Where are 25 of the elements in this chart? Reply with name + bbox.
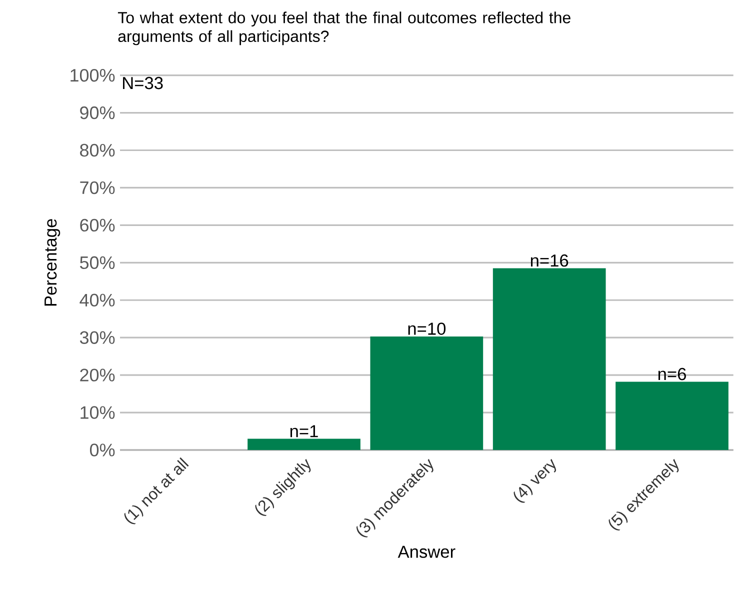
- bar: [370, 336, 484, 450]
- chart-title: To what extent do you feel that the final outcomes reflected the arguments of all participants?: [118, 12, 570, 46]
- x-tick-label: (4) very: [514, 458, 556, 503]
- bar: [616, 382, 728, 450]
- annotation: N=33: [123, 76, 163, 90]
- y-tick-label: 50%: [80, 256, 115, 270]
- annotation: n=1: [290, 425, 318, 438]
- annotation: n=6: [658, 368, 686, 380]
- y-tick-label: 0%: [90, 444, 115, 456]
- y-tick-label: 90%: [80, 106, 115, 120]
- annotation: n=10: [408, 322, 446, 335]
- y-tick-label: 10%: [80, 406, 115, 419]
- y-tick-label: 60%: [80, 218, 115, 232]
- annotation: n=16: [530, 254, 568, 267]
- y-tick-label: 70%: [80, 181, 115, 194]
- x-axis-title: Answer: [398, 546, 456, 558]
- bar: [492, 268, 606, 450]
- bar: [248, 438, 360, 450]
- y-tick-label: 30%: [80, 331, 115, 344]
- y-axis-title: Percentage: [44, 219, 60, 306]
- y-tick-label: 80%: [80, 144, 115, 157]
- y-tick-label: 100%: [70, 68, 115, 82]
- y-tick-label: 40%: [80, 294, 115, 306]
- y-tick-label: 20%: [80, 368, 115, 382]
- x-tick-label: (1) not at all: [124, 457, 189, 524]
